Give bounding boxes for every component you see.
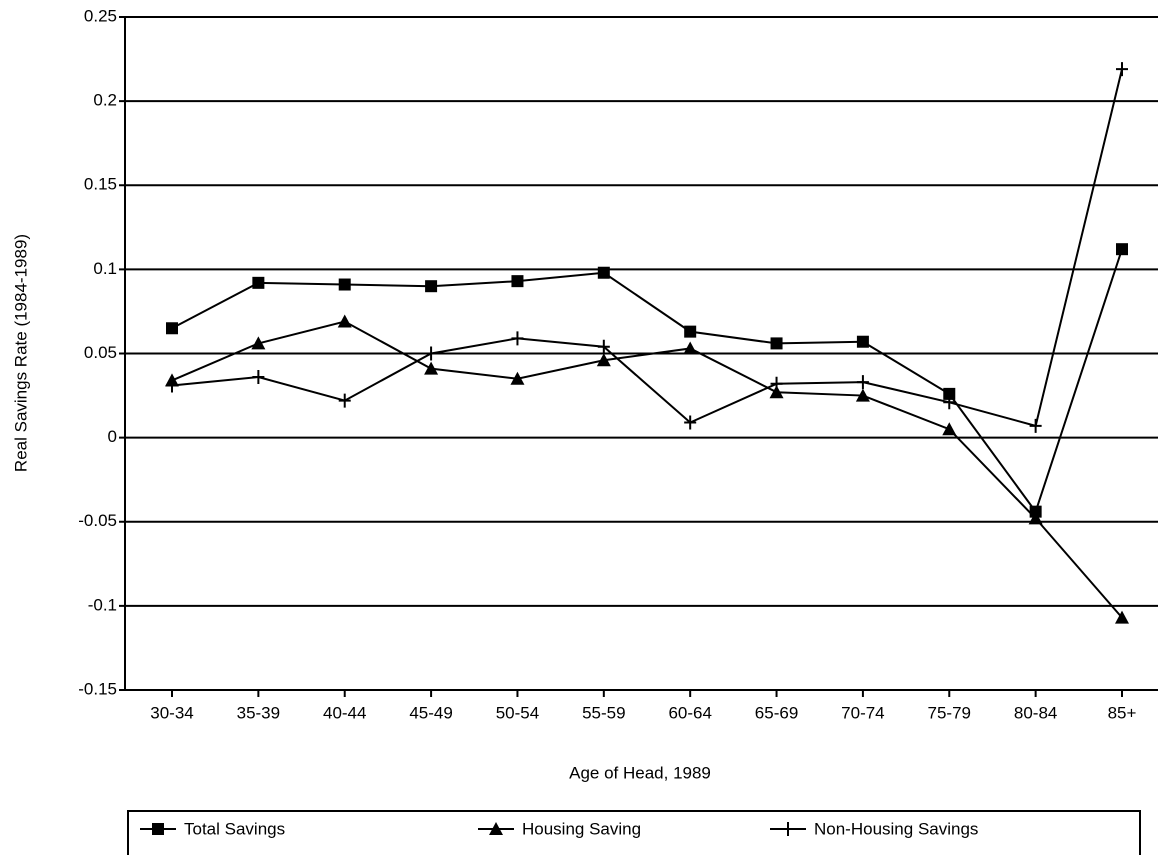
- marker-triangle: [1115, 610, 1129, 624]
- marker-square: [338, 278, 351, 291]
- marker-plus: [943, 395, 956, 410]
- marker-triangle: [596, 353, 611, 367]
- marker-plus: [252, 370, 265, 385]
- y-tick-label: 0.1: [93, 259, 117, 278]
- marker-square: [856, 335, 869, 348]
- y-tick-label: -0.1: [88, 595, 117, 614]
- marker-triangle: [251, 336, 266, 350]
- y-tick-label: 0.2: [93, 91, 117, 110]
- marker-triangle: [683, 341, 698, 355]
- marker-square: [166, 322, 178, 335]
- marker-plus: [166, 378, 178, 393]
- x-tick-label: 30-34: [150, 703, 193, 722]
- marker-triangle: [489, 822, 503, 835]
- marker-triangle: [942, 422, 957, 436]
- series-line: [171, 68, 1123, 428]
- marker-plus: [425, 346, 438, 361]
- marker-triangle: [510, 371, 525, 385]
- marker-triangle: [424, 361, 439, 375]
- y-tick-label: 0.15: [84, 175, 117, 194]
- y-tick-label: 0.05: [84, 343, 117, 362]
- legend-label: Non-Housing Savings: [814, 819, 978, 838]
- x-tick-label: 50-54: [496, 703, 539, 722]
- marker-plus: [782, 822, 794, 836]
- marker-plus: [1116, 62, 1128, 77]
- legend-label: Housing Saving: [522, 819, 641, 838]
- x-axis-title: Age of Head, 1989: [569, 763, 711, 782]
- x-tick-label: 85+: [1108, 703, 1137, 722]
- marker-square: [770, 337, 783, 350]
- x-tick-label: 60-64: [668, 703, 711, 722]
- marker-plus: [511, 331, 524, 346]
- x-tick-label: 80-84: [1014, 703, 1057, 722]
- x-tick-label: 45-49: [409, 703, 452, 722]
- x-tick-label: 35-39: [237, 703, 280, 722]
- marker-square: [597, 266, 610, 279]
- x-tick-label: 40-44: [323, 703, 366, 722]
- marker-triangle: [769, 385, 784, 399]
- series-line: [171, 320, 1123, 619]
- legend: Total Savings Housing Saving Non-Housing S…: [127, 810, 1141, 860]
- marker-plus: [338, 393, 351, 408]
- y-tick-label: 0.25: [84, 6, 117, 25]
- y-tick-label: -0.05: [78, 511, 117, 530]
- marker-triangle: [337, 314, 352, 328]
- marker-square: [152, 823, 164, 835]
- marker-plus: [856, 375, 869, 390]
- x-tick-label: 55-59: [582, 703, 625, 722]
- y-tick-label: 0: [108, 427, 117, 446]
- marker-square: [684, 325, 697, 338]
- marker-triangle: [855, 388, 870, 402]
- marker-plus: [1029, 418, 1042, 433]
- marker-square: [252, 276, 265, 289]
- y-tick-label: -0.15: [78, 679, 117, 698]
- marker-triangle: [1028, 511, 1043, 525]
- marker-square: [943, 387, 956, 400]
- marker-plus: [684, 415, 697, 430]
- x-tick-label: 70-74: [841, 703, 884, 722]
- marker-square: [425, 280, 438, 293]
- marker-plus: [770, 376, 783, 391]
- marker-square: [511, 275, 524, 288]
- x-tick-label: 65-69: [755, 703, 798, 722]
- y-axis-title: Real Savings Rate (1984-1989): [11, 234, 30, 472]
- legend-label: Total Savings: [184, 819, 285, 838]
- marker-plus: [597, 339, 610, 354]
- x-tick-label: 75-79: [928, 703, 971, 722]
- marker-square: [1116, 243, 1128, 256]
- series-line: [171, 248, 1123, 514]
